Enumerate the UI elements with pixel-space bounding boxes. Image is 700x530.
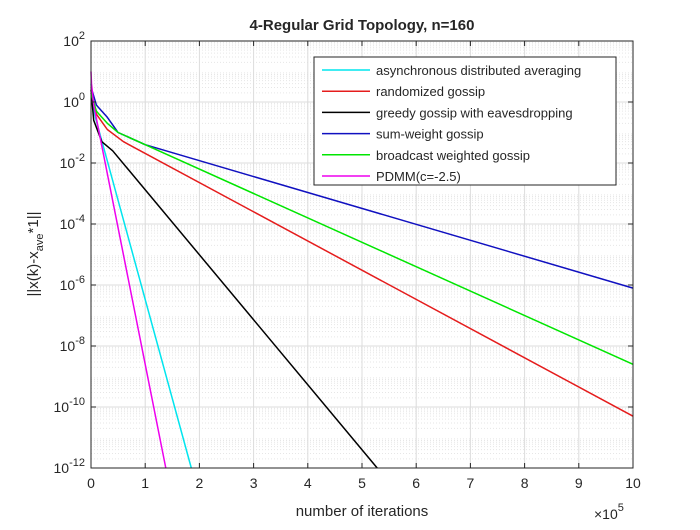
axis-ticks <box>90 40 634 469</box>
y-tick-label-exponent: 2 <box>79 30 85 42</box>
y-tick-label-base: 10 <box>60 216 76 232</box>
x-tick-label: 5 <box>358 475 366 491</box>
y-tick-label: 10-4 <box>60 213 85 232</box>
y-axis-label-suffix: *1|| <box>25 211 42 233</box>
y-tick-label: 10-2 <box>60 152 85 171</box>
x-tick-label: 7 <box>467 475 475 491</box>
y-tick-label-base: 10 <box>54 399 70 415</box>
y-axis-label: ||x(k)-xave*1|| <box>25 211 46 296</box>
legend-items: asynchronous distributed averaging random… <box>322 63 581 184</box>
x-tick-label: 0 <box>87 475 95 491</box>
x-multiplier-exponent: 5 <box>618 502 624 514</box>
x-tick-label: 1 <box>141 475 149 491</box>
y-tick-label-base: 10 <box>54 460 70 476</box>
y-tick-label-exponent: -4 <box>75 213 85 225</box>
y-axis-label-subscript: ave <box>34 233 46 251</box>
legend-label: randomized gossip <box>376 84 485 99</box>
y-tick-label-exponent: -12 <box>69 457 85 469</box>
y-tick-label: 100 <box>63 91 85 110</box>
chart-title: 4-Regular Grid Topology, n=160 <box>250 17 475 34</box>
x-tick-label: 9 <box>575 475 583 491</box>
x-multiplier-base: ×10 <box>594 506 618 522</box>
legend: asynchronous distributed averaging random… <box>313 56 617 186</box>
y-tick-label-exponent: -2 <box>75 152 85 164</box>
y-tick-label-base: 10 <box>60 277 76 293</box>
y-tick-label-base: 10 <box>60 155 76 171</box>
x-multiplier: ×105 <box>594 502 624 522</box>
y-tick-label: 10-12 <box>54 457 85 476</box>
y-tick-label: 10-6 <box>60 274 85 293</box>
legend-label: greedy gossip with eavesdropping <box>376 105 573 120</box>
x-tick-label: 6 <box>412 475 420 491</box>
series-line-5 <box>90 92 634 365</box>
legend-box <box>313 56 617 186</box>
y-tick-label: 10-8 <box>60 335 85 354</box>
y-tick-label-exponent: 0 <box>79 91 85 103</box>
y-tick-label-exponent: -10 <box>69 396 85 408</box>
legend-label: broadcast weighted gossip <box>376 148 530 163</box>
x-tick-labels: 0 1 2 3 4 5 6 7 8 9 10 <box>87 475 641 491</box>
y-tick-label-exponent: -8 <box>75 335 85 347</box>
y-tick-label-base: 10 <box>60 338 76 354</box>
x-tick-label: 4 <box>304 475 312 491</box>
y-tick-label-exponent: -6 <box>75 274 85 286</box>
y-tick-label-base: 10 <box>63 94 79 110</box>
x-tick-label: 8 <box>521 475 529 491</box>
y-tick-label-base: 10 <box>63 33 79 49</box>
x-axis-label: number of iterations <box>296 503 429 520</box>
y-axis-label-main: ||x(k)-x <box>25 251 42 297</box>
y-tick-label: 10-10 <box>54 396 85 415</box>
y-tick-label: 102 <box>63 30 85 49</box>
legend-label: asynchronous distributed averaging <box>376 63 581 78</box>
legend-label: PDMM(c=-2.5) <box>376 169 461 184</box>
x-tick-label: 10 <box>625 475 641 491</box>
series-line-3 <box>90 89 378 469</box>
x-tick-label: 3 <box>250 475 258 491</box>
legend-label: sum-weight gossip <box>376 127 484 142</box>
x-tick-label: 2 <box>196 475 204 491</box>
